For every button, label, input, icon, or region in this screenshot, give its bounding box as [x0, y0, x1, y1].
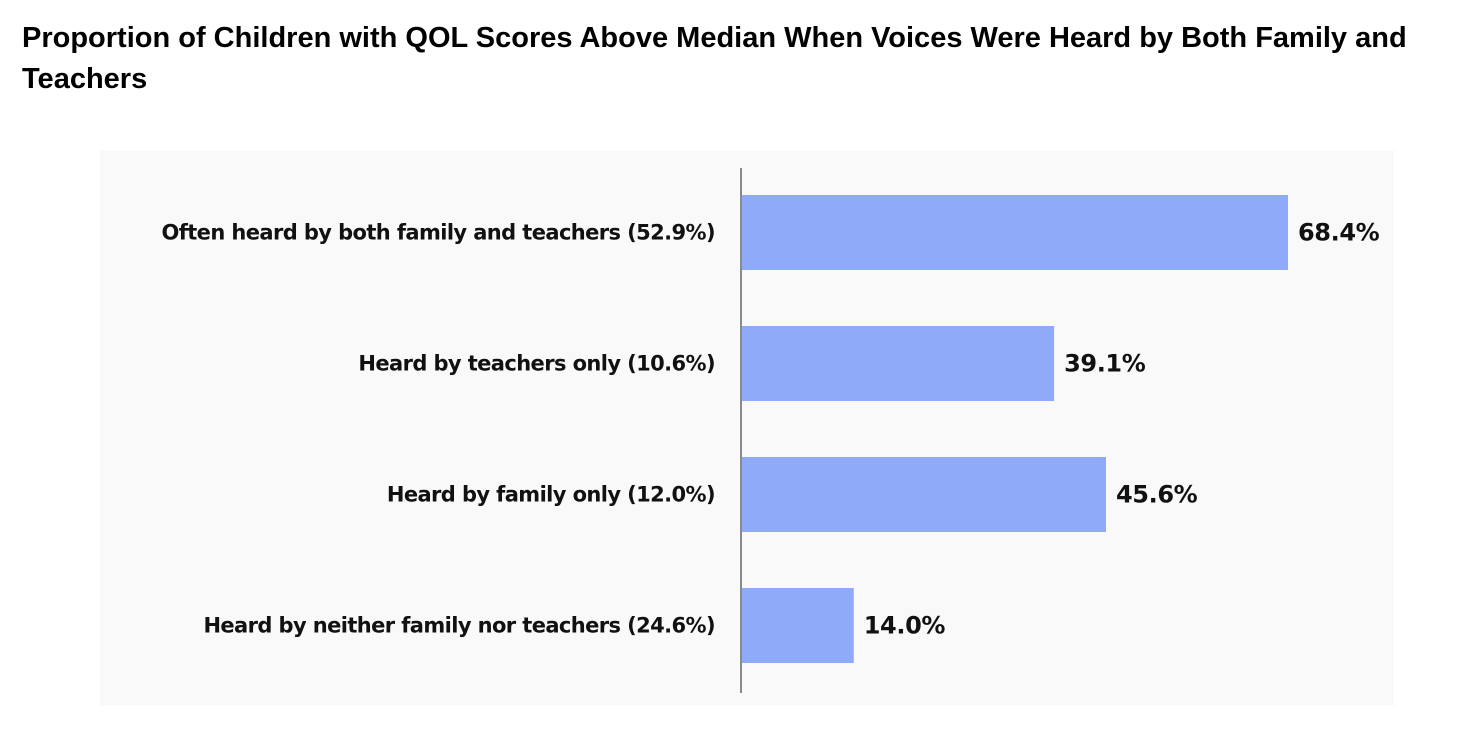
chart-title: Proportion of Children with QOL Scores A… [22, 22, 1407, 95]
category-label-2: Heard by teachers only (10.6%) [358, 352, 715, 376]
chart-area: Often heard by both family and teachers … [100, 150, 1394, 706]
bar-3 [742, 457, 1106, 532]
bar-2 [742, 326, 1055, 401]
category-label-1: Often heard by both family and teachers … [161, 221, 715, 245]
bars-group: Often heard by both family and teachers … [161, 195, 1380, 663]
category-label-3: Heard by family only (12.0%) [387, 483, 715, 507]
data-label-2: 39.1% [1064, 350, 1146, 378]
bar-chart: Often heard by both family and teachers … [100, 150, 1394, 706]
bar-4 [742, 588, 854, 663]
data-label-4: 14.0% [864, 612, 946, 640]
data-label-3: 45.6% [1116, 481, 1198, 509]
data-label-1: 68.4% [1298, 219, 1380, 247]
bar-1 [742, 195, 1288, 270]
category-label-4: Heard by neither family nor teachers (24… [203, 614, 715, 638]
